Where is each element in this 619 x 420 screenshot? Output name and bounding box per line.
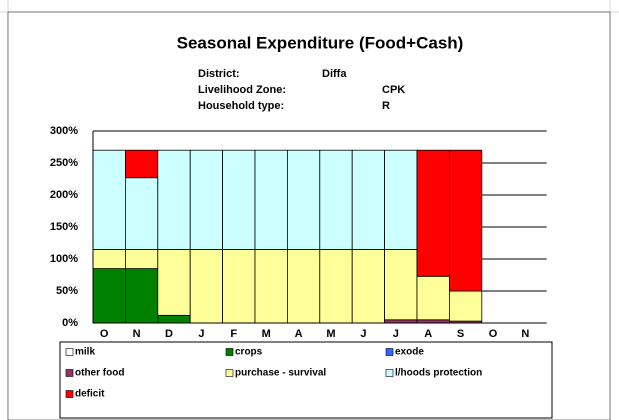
bar-segment — [189, 248, 223, 324]
info-value: Diffa — [322, 68, 347, 80]
bar-segment — [222, 149, 256, 250]
x-tick-label: O — [100, 328, 109, 340]
y-tick-label: 50% — [56, 285, 78, 297]
x-tick-label: A — [424, 328, 432, 340]
legend-label: exode — [395, 347, 424, 358]
bar-segment — [189, 149, 223, 250]
legend-swatch — [225, 348, 234, 356]
y-tick-label: 0% — [62, 317, 78, 329]
x-tick-label: F — [230, 328, 237, 340]
legend-swatch — [65, 390, 74, 398]
bar-segment — [384, 149, 418, 250]
legend-swatch — [385, 348, 394, 356]
bar-segment — [319, 248, 353, 324]
bar-segment — [319, 149, 353, 250]
x-tick-label: D — [165, 328, 173, 340]
bar-segment — [286, 248, 321, 324]
bar-segment — [384, 248, 418, 321]
info-label: Livelihood Zone: — [198, 84, 286, 96]
legend-swatch — [65, 369, 74, 377]
bar-segment — [125, 149, 159, 179]
bar-segment — [125, 268, 159, 324]
bar-segment — [351, 149, 386, 250]
info-value: R — [382, 100, 390, 112]
legend-swatch — [225, 369, 234, 377]
x-tick-label: A — [295, 328, 303, 340]
y-tick-label: 100% — [50, 253, 78, 265]
legend-label: l/hoods protection — [395, 368, 482, 379]
legend-label: other food — [75, 368, 124, 379]
legend-label: crops — [235, 347, 263, 358]
legend-swatch — [65, 348, 74, 356]
x-tick-label: N — [521, 328, 529, 340]
legend — [59, 341, 553, 419]
bar-segment — [92, 248, 126, 269]
bar-segment — [157, 149, 191, 250]
bar-segment — [92, 149, 126, 250]
bar-segment — [448, 149, 483, 292]
info-label: District: — [198, 68, 240, 80]
bar-segment — [92, 268, 126, 324]
y-tick-label: 200% — [50, 189, 78, 201]
x-tick-label: S — [457, 328, 464, 340]
bar-segment — [448, 290, 483, 322]
bar-segment — [254, 248, 288, 324]
bar-segment — [157, 314, 191, 324]
x-tick-label: M — [326, 328, 335, 340]
y-tick-label: 300% — [50, 125, 78, 137]
info-value: CPK — [382, 84, 405, 96]
bar-segment — [157, 248, 191, 316]
bar-segment — [254, 149, 288, 250]
y-tick-label: 250% — [50, 157, 78, 169]
x-tick-label: O — [489, 328, 498, 340]
y-tick-label: 150% — [50, 221, 78, 233]
bar-segment — [416, 149, 450, 277]
x-tick-label: M — [262, 328, 271, 340]
legend-label: purchase - survival — [235, 368, 326, 379]
info-label: Household type: — [198, 100, 284, 112]
legend-swatch — [385, 369, 394, 377]
chart-title: Seasonal Expenditure (Food+Cash) — [177, 33, 464, 52]
x-tick-label: J — [360, 328, 366, 340]
bar-segment — [286, 149, 321, 250]
bar-segment — [125, 177, 159, 250]
x-tick-label: J — [198, 328, 204, 340]
x-tick-label: J — [393, 328, 399, 340]
bar-segment — [416, 275, 450, 321]
bar-segment — [125, 248, 159, 269]
legend-label: deficit — [75, 389, 105, 400]
legend-label: milk — [75, 347, 95, 358]
x-tick-label: N — [133, 328, 141, 340]
bar-segment — [222, 248, 256, 324]
bar-segment — [351, 248, 386, 324]
